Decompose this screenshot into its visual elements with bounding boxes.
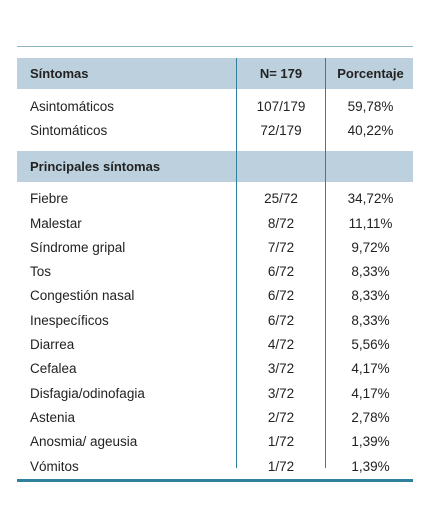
column-divider xyxy=(236,58,237,468)
table-row: Vómitos 1/72 1,39% xyxy=(17,454,413,478)
row-label: Cefalea xyxy=(30,361,77,377)
table-row: Tos 6/72 8,33% xyxy=(17,259,413,283)
table-row: Anosmia/ ageusia 1/72 1,39% xyxy=(17,430,413,454)
row-label: Malestar xyxy=(30,215,82,231)
row-label: Inespecíficos xyxy=(30,312,109,328)
row-count: 3/72 xyxy=(267,385,295,401)
row-count: 6/72 xyxy=(267,312,295,328)
row-count: 25/72 xyxy=(264,191,298,207)
row-label: Síndrome gripal xyxy=(30,239,126,255)
table-row: Astenia 2/72 2,78% xyxy=(17,405,413,429)
row-percentage: 2,78% xyxy=(351,409,390,425)
row-label: Fiebre xyxy=(30,191,69,207)
column-divider xyxy=(325,58,326,468)
row-label: Congestión nasal xyxy=(30,288,135,304)
row-percentage: 1,39% xyxy=(351,458,390,474)
row-percentage: 11,11% xyxy=(348,215,393,231)
table-row: Cefalea 3/72 4,17% xyxy=(17,357,413,381)
section-header-row: Principales síntomas xyxy=(17,150,413,182)
row-percentage: 40,22% xyxy=(347,122,394,138)
table-row: Disfagia/odinofagia 3/72 4,17% xyxy=(17,381,413,405)
row-label: Disfagia/odinofagia xyxy=(30,385,145,401)
row-count: 6/72 xyxy=(267,288,295,304)
table-row: Malestar 8/72 11,11% xyxy=(17,211,413,235)
row-label: Anosmia/ ageusia xyxy=(30,434,138,450)
bottom-rule xyxy=(17,479,413,482)
row-percentage: 4,17% xyxy=(351,385,390,401)
table-row: Fiebre 25/72 34,72% xyxy=(17,187,413,211)
symptoms-table: Síntomas N= 179 Porcentaje Asintomáticos… xyxy=(17,58,413,478)
row-percentage: 8,33% xyxy=(351,312,390,328)
table-row: Sintomáticos 72/179 40,22% xyxy=(17,118,413,142)
row-count: 3/72 xyxy=(267,361,295,377)
row-count: 2/72 xyxy=(267,409,295,425)
row-percentage: 34,72% xyxy=(347,191,394,207)
table-row: Congestión nasal 6/72 8,33% xyxy=(17,284,413,308)
table-row: Inespecíficos 6/72 8,33% xyxy=(17,308,413,332)
row-count: 8/72 xyxy=(267,215,295,231)
header-sintomas: Síntomas xyxy=(30,66,89,81)
table-row: Síndrome gripal 7/72 9,72% xyxy=(17,235,413,259)
row-label: Astenia xyxy=(30,409,76,425)
row-percentage: 4,17% xyxy=(351,361,390,377)
row-label: Sintomáticos xyxy=(30,122,108,138)
row-count: 1/72 xyxy=(267,434,295,450)
header-n: N= 179 xyxy=(259,66,303,81)
row-label: Asintomáticos xyxy=(30,98,115,114)
row-count: 6/72 xyxy=(267,264,295,280)
group-main-symptoms: Fiebre 25/72 34,72% Malestar 8/72 11,11% Síndr… xyxy=(17,187,413,479)
row-percentage: 9,72% xyxy=(351,239,390,255)
table-row: Asintomáticos 107/179 59,78% xyxy=(17,94,413,118)
row-percentage: 8,33% xyxy=(351,288,390,304)
row-percentage: 5,56% xyxy=(351,337,390,353)
top-rule xyxy=(17,46,413,47)
row-percentage: 59,78% xyxy=(347,98,394,114)
row-count: 1/72 xyxy=(267,458,295,474)
row-count: 107/179 xyxy=(256,98,306,114)
row-percentage: 8,33% xyxy=(351,264,390,280)
spacer xyxy=(17,143,413,151)
row-count: 7/72 xyxy=(267,239,295,255)
row-percentage: 1,39% xyxy=(351,434,390,450)
row-label: Tos xyxy=(30,264,52,280)
row-label: Diarrea xyxy=(30,337,75,353)
header-porcentaje: Porcentaje xyxy=(337,66,404,81)
row-count: 4/72 xyxy=(267,337,295,353)
section-label: Principales síntomas xyxy=(30,158,161,174)
row-count: 72/179 xyxy=(260,122,302,138)
group-overview: Asintomáticos 107/179 59,78% Sintomáticos 72… xyxy=(17,94,413,143)
table-header-row: Síntomas N= 179 Porcentaje xyxy=(17,58,413,89)
table-row: Diarrea 4/72 5,56% xyxy=(17,332,413,356)
row-label: Vómitos xyxy=(30,458,79,474)
